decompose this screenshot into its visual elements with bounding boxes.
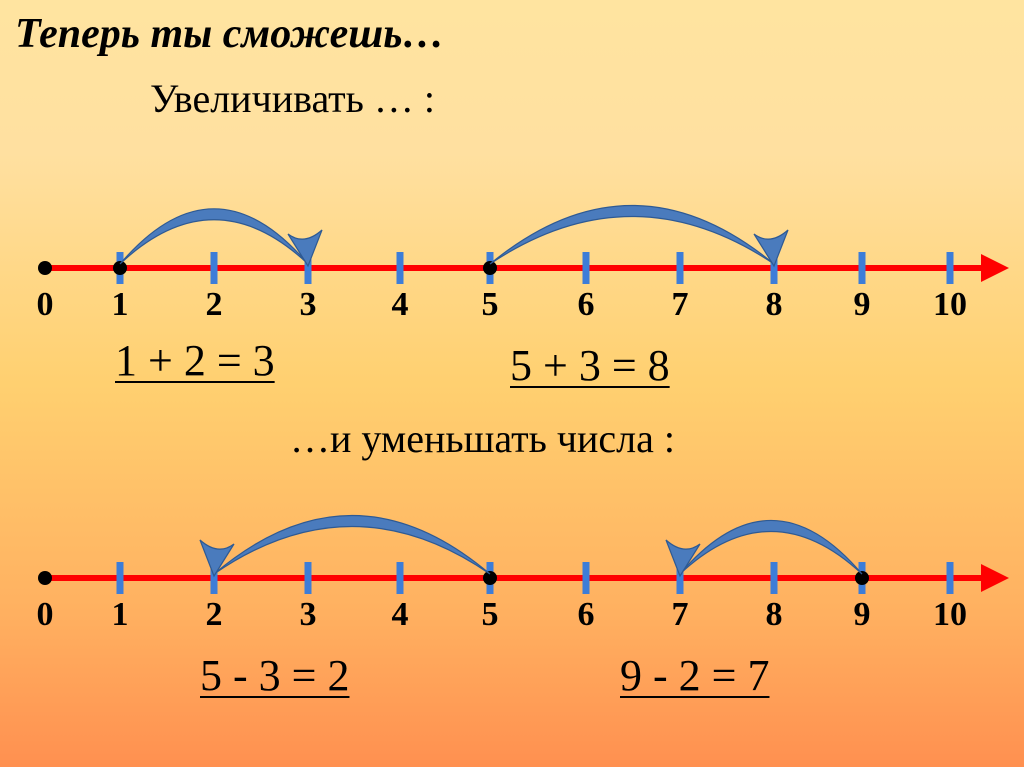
equation: 5 - 3 = 2 [200, 650, 349, 701]
tick-label: 6 [578, 286, 595, 324]
tick-label: 4 [392, 596, 409, 634]
tick-label: 3 [300, 286, 317, 324]
tick-label: 4 [392, 286, 409, 324]
tick-label: 5 [482, 596, 499, 634]
tick-label: 0 [37, 286, 54, 324]
tick-label: 2 [206, 596, 223, 634]
equation: 1 + 2 = 3 [115, 335, 275, 386]
tick-label: 1 [112, 286, 129, 324]
subtitle-increase: Увеличивать … : [150, 75, 435, 122]
tick-label: 9 [854, 286, 871, 324]
equation: 5 + 3 = 8 [510, 340, 670, 391]
tick-label: 0 [37, 596, 54, 634]
tick-label: 9 [854, 596, 871, 634]
tick-label: 6 [578, 596, 595, 634]
tick-label: 8 [766, 286, 783, 324]
tick-label: 10 [933, 286, 967, 324]
tick-label: 7 [672, 596, 689, 634]
tick-label: 1 [112, 596, 129, 634]
tick-label: 3 [300, 596, 317, 634]
tick-label: 8 [766, 596, 783, 634]
tick-label: 7 [672, 286, 689, 324]
equation: 9 - 2 = 7 [620, 650, 769, 701]
page-title: Теперь ты сможешь… [0, 0, 1024, 58]
tick-label: 5 [482, 286, 499, 324]
tick-label: 10 [933, 596, 967, 634]
tick-label: 2 [206, 286, 223, 324]
